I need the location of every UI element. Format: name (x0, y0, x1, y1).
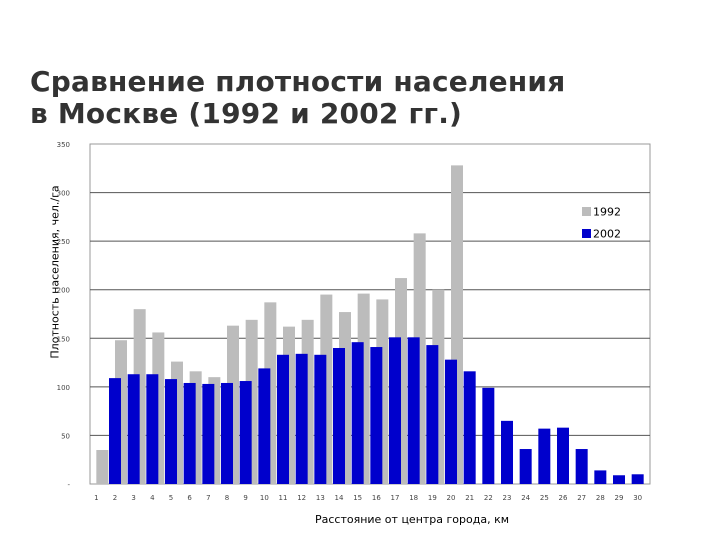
bar-2002 (165, 379, 177, 484)
x-tick-label: 1 (94, 494, 98, 502)
x-tick-label: 21 (465, 494, 474, 502)
plot-area (89, 143, 651, 485)
x-tick-label: 22 (484, 494, 493, 502)
bar-2002 (594, 470, 607, 484)
bar-2002 (277, 354, 289, 484)
y-tick-label: 50 (61, 432, 70, 440)
x-axis-ticks: 1 2 3 4 5 6 7 8 9 10 11 12 13 14 15 16 17 18 19 20 21 22 23 24 2… (94, 494, 642, 502)
x-tick-label: 2 (113, 494, 117, 502)
x-tick-label: 29 (615, 494, 624, 502)
bar-2002 (389, 337, 401, 484)
x-tick-label: 15 (353, 494, 362, 502)
x-tick-label: 30 (633, 494, 642, 502)
bar-2002 (127, 374, 140, 484)
y-axis-ticks: - 50 100 150 200 250 300 350 (57, 141, 71, 489)
x-tick-label: 9 (243, 494, 247, 502)
bar-2002 (426, 345, 439, 484)
gridlines (90, 192, 650, 436)
bar-2002 (258, 368, 271, 484)
y-tick-label: 350 (57, 141, 70, 149)
bar-2002 (407, 337, 420, 484)
x-tick-label: 28 (596, 494, 605, 502)
bar-2002 (109, 378, 121, 484)
bar-2002 (351, 342, 364, 484)
x-tick-label: 6 (187, 494, 192, 502)
title-line-2: в Москве (1992 и 2002 гг.) (30, 97, 463, 130)
legend-label: 2002 (593, 228, 621, 241)
y-tick-label: 100 (57, 384, 70, 392)
legend-swatch (582, 207, 591, 216)
bar-2002 (613, 475, 625, 484)
legend-swatch (582, 229, 591, 238)
x-tick-label: 13 (316, 494, 325, 502)
bar-2002 (519, 449, 532, 484)
x-tick-label: 20 (447, 494, 456, 502)
bar-2002 (463, 371, 476, 484)
bar-2002 (221, 382, 233, 484)
title-line-1: Сравнение плотности населения (30, 65, 566, 98)
y-tick-label: 250 (57, 238, 70, 246)
x-tick-label: 17 (391, 494, 400, 502)
legend-label: 1992 (593, 206, 621, 219)
bar-2002 (239, 381, 252, 484)
x-tick-label: 23 (503, 494, 512, 502)
bar-2002 (370, 347, 383, 484)
bar-2002 (557, 427, 569, 484)
x-tick-label: 26 (559, 494, 568, 502)
bar-2002 (295, 353, 308, 484)
x-tick-label: 24 (521, 494, 530, 502)
x-tick-label: 7 (206, 494, 210, 502)
x-tick-label: 5 (169, 494, 173, 502)
x-tick-label: 18 (409, 494, 418, 502)
y-tick-label: 150 (57, 335, 70, 343)
bar-2002 (333, 348, 345, 484)
bar-2002 (482, 387, 495, 484)
x-tick-label: 14 (335, 494, 344, 502)
bar-2002 (445, 359, 457, 484)
x-tick-label: 11 (279, 494, 288, 502)
x-tick-label: 12 (297, 494, 306, 502)
x-tick-label: 25 (540, 494, 549, 502)
bar-2002 (202, 383, 215, 484)
x-tick-label: 16 (372, 494, 381, 502)
bar-2002 (575, 449, 588, 484)
y-axis-label: Плотность населения, чел./га (48, 185, 62, 359)
x-tick-label: 4 (150, 494, 155, 502)
bar-2002 (314, 354, 327, 484)
x-tick-label: 27 (577, 494, 586, 502)
x-tick-label: 3 (131, 494, 135, 502)
x-tick-label: 10 (260, 494, 269, 502)
x-axis-label: Расстояние от центра города, км (314, 513, 510, 526)
x-tick-label: 19 (428, 494, 437, 502)
x-tick-label: 8 (225, 494, 229, 502)
bar-1992 (96, 450, 109, 484)
bar-2002 (538, 428, 551, 484)
y-tick-label: 300 (57, 190, 70, 198)
page-title: Сравнение плотности населения в Москве (… (30, 66, 565, 130)
legend: 1992 2002 (582, 206, 621, 241)
bar-2002 (146, 374, 159, 484)
y-tick-label: 200 (57, 287, 70, 295)
bar-2002 (183, 382, 196, 484)
bars (96, 165, 644, 484)
bar-2002 (631, 474, 644, 484)
bar-2002 (501, 420, 513, 484)
y-tick-label: - (67, 481, 70, 489)
